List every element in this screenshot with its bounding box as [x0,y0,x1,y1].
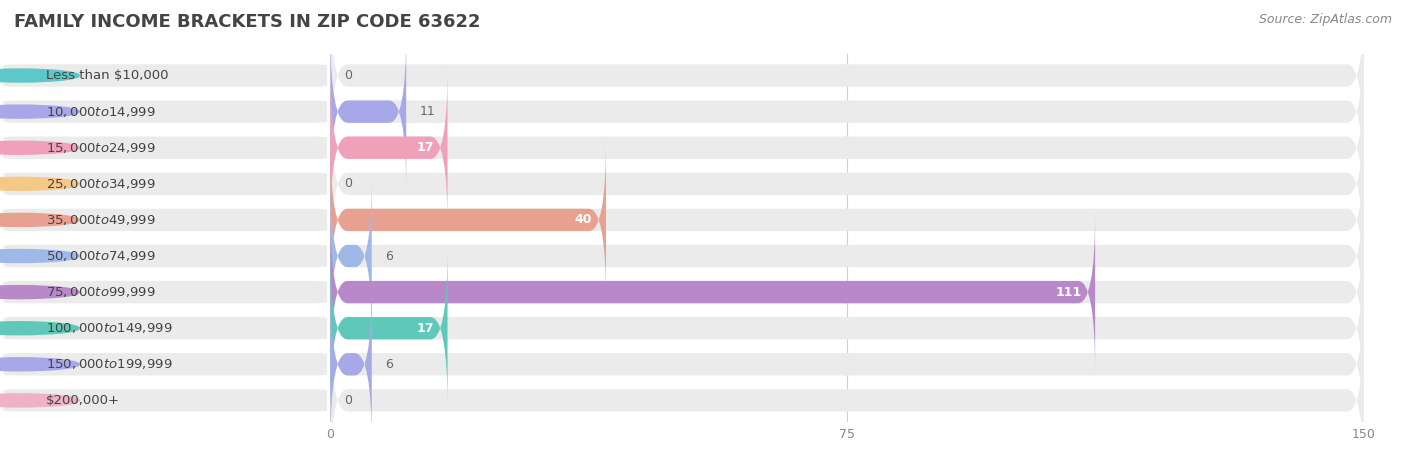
Text: 17: 17 [416,141,433,154]
Text: 40: 40 [575,213,592,226]
FancyBboxPatch shape [3,353,328,375]
Text: $50,000 to $74,999: $50,000 to $74,999 [46,249,156,263]
Text: 111: 111 [1054,286,1081,299]
FancyBboxPatch shape [330,285,1364,443]
Text: 17: 17 [416,322,433,335]
FancyBboxPatch shape [330,213,1095,371]
Text: 0: 0 [344,69,352,82]
Text: 11: 11 [420,105,436,118]
FancyBboxPatch shape [3,389,328,412]
Text: $100,000 to $149,999: $100,000 to $149,999 [46,321,173,335]
FancyBboxPatch shape [330,249,447,407]
FancyBboxPatch shape [330,141,1364,299]
FancyBboxPatch shape [3,136,328,159]
Text: 6: 6 [385,358,394,371]
Circle shape [0,177,79,190]
FancyBboxPatch shape [330,177,371,335]
FancyBboxPatch shape [330,105,1364,263]
Text: $15,000 to $24,999: $15,000 to $24,999 [46,141,156,155]
Circle shape [0,394,79,407]
FancyBboxPatch shape [330,33,1364,191]
FancyBboxPatch shape [330,249,1364,407]
Text: $10,000 to $14,999: $10,000 to $14,999 [46,105,156,119]
Circle shape [0,105,79,118]
FancyBboxPatch shape [330,33,406,191]
Text: $75,000 to $99,999: $75,000 to $99,999 [46,285,156,299]
Circle shape [0,69,79,82]
Text: Source: ZipAtlas.com: Source: ZipAtlas.com [1258,13,1392,26]
FancyBboxPatch shape [330,213,1364,371]
Text: $150,000 to $199,999: $150,000 to $199,999 [46,357,173,371]
FancyBboxPatch shape [330,141,606,299]
Text: 0: 0 [344,394,352,407]
Text: Less than $10,000: Less than $10,000 [46,69,169,82]
FancyBboxPatch shape [330,69,1364,227]
FancyBboxPatch shape [3,245,328,267]
Circle shape [0,141,79,154]
FancyBboxPatch shape [3,317,328,339]
FancyBboxPatch shape [3,209,328,231]
FancyBboxPatch shape [3,172,328,195]
Circle shape [0,286,79,299]
FancyBboxPatch shape [330,321,1364,449]
Text: FAMILY INCOME BRACKETS IN ZIP CODE 63622: FAMILY INCOME BRACKETS IN ZIP CODE 63622 [14,13,481,31]
Text: 0: 0 [344,177,352,190]
Circle shape [0,358,79,371]
Circle shape [0,250,79,263]
FancyBboxPatch shape [3,101,328,123]
Text: $25,000 to $34,999: $25,000 to $34,999 [46,177,156,191]
Text: $200,000+: $200,000+ [46,394,121,407]
FancyBboxPatch shape [330,69,447,227]
Circle shape [0,213,79,226]
Circle shape [0,322,79,335]
FancyBboxPatch shape [330,285,371,443]
FancyBboxPatch shape [3,64,328,87]
FancyBboxPatch shape [330,0,1364,154]
FancyBboxPatch shape [330,177,1364,335]
FancyBboxPatch shape [3,281,328,304]
Text: $35,000 to $49,999: $35,000 to $49,999 [46,213,156,227]
Text: 6: 6 [385,250,394,263]
